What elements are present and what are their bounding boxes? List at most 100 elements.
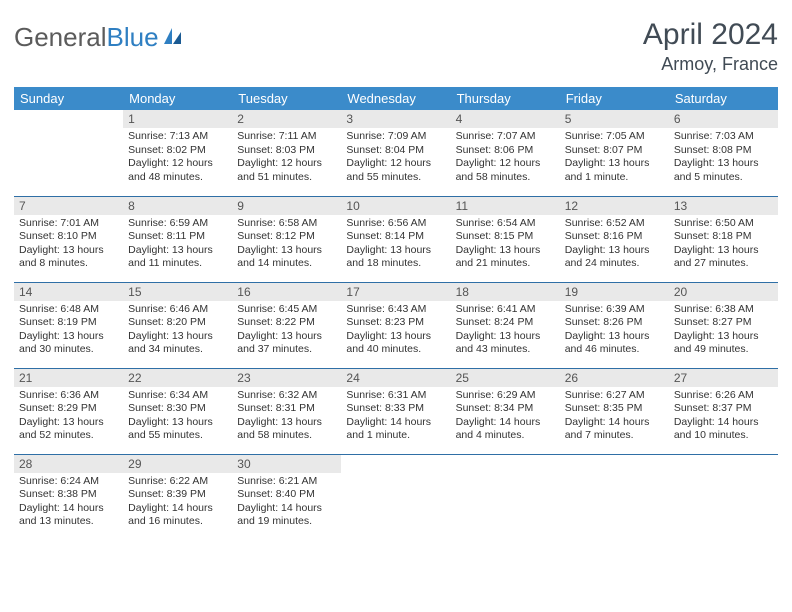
day-info: Sunrise: 7:01 AMSunset: 8:10 PMDaylight:… bbox=[14, 215, 123, 272]
day-info-line: Sunset: 8:08 PM bbox=[674, 144, 773, 158]
day-info-line: Sunrise: 7:09 AM bbox=[346, 130, 445, 144]
day-info: Sunrise: 6:22 AMSunset: 8:39 PMDaylight:… bbox=[123, 473, 232, 530]
day-info: Sunrise: 6:43 AMSunset: 8:23 PMDaylight:… bbox=[341, 301, 450, 358]
calendar-day-cell: 9Sunrise: 6:58 AMSunset: 8:12 PMDaylight… bbox=[232, 196, 341, 282]
weekday-header: Tuesday bbox=[232, 87, 341, 110]
day-info-line: Daylight: 13 hours bbox=[19, 330, 118, 344]
day-info-line: Sunrise: 6:22 AM bbox=[128, 475, 227, 489]
day-number: 19 bbox=[560, 283, 669, 301]
day-number: 10 bbox=[341, 197, 450, 215]
day-info: Sunrise: 6:36 AMSunset: 8:29 PMDaylight:… bbox=[14, 387, 123, 444]
day-info-line: Sunset: 8:24 PM bbox=[456, 316, 555, 330]
day-info-line: and 46 minutes. bbox=[565, 343, 664, 357]
calendar-day-cell: 10Sunrise: 6:56 AMSunset: 8:14 PMDayligh… bbox=[341, 196, 450, 282]
calendar-day-cell: 22Sunrise: 6:34 AMSunset: 8:30 PMDayligh… bbox=[123, 368, 232, 454]
day-info-line: and 18 minutes. bbox=[346, 257, 445, 271]
calendar-day-cell: 26Sunrise: 6:27 AMSunset: 8:35 PMDayligh… bbox=[560, 368, 669, 454]
day-info-line: and 19 minutes. bbox=[237, 515, 336, 529]
day-info-line: and 7 minutes. bbox=[565, 429, 664, 443]
day-info-line: Daylight: 14 hours bbox=[346, 416, 445, 430]
weekday-header: Thursday bbox=[451, 87, 560, 110]
day-info-line: Daylight: 13 hours bbox=[128, 330, 227, 344]
day-info-line: and 13 minutes. bbox=[19, 515, 118, 529]
day-number: 18 bbox=[451, 283, 560, 301]
day-info-line: and 43 minutes. bbox=[456, 343, 555, 357]
calendar-table: SundayMondayTuesdayWednesdayThursdayFrid… bbox=[14, 87, 778, 540]
day-info-line: Daylight: 14 hours bbox=[565, 416, 664, 430]
day-info-line: Daylight: 13 hours bbox=[456, 244, 555, 258]
day-info: Sunrise: 6:41 AMSunset: 8:24 PMDaylight:… bbox=[451, 301, 560, 358]
day-info-line: Sunset: 8:14 PM bbox=[346, 230, 445, 244]
day-info: Sunrise: 6:46 AMSunset: 8:20 PMDaylight:… bbox=[123, 301, 232, 358]
day-info-line: and 58 minutes. bbox=[456, 171, 555, 185]
day-info-line: Sunrise: 6:32 AM bbox=[237, 389, 336, 403]
day-info-line: Sunset: 8:07 PM bbox=[565, 144, 664, 158]
calendar-day-cell: 1Sunrise: 7:13 AMSunset: 8:02 PMDaylight… bbox=[123, 110, 232, 196]
day-info: Sunrise: 7:09 AMSunset: 8:04 PMDaylight:… bbox=[341, 128, 450, 185]
day-info-line: Daylight: 13 hours bbox=[19, 416, 118, 430]
calendar-day-cell: 4Sunrise: 7:07 AMSunset: 8:06 PMDaylight… bbox=[451, 110, 560, 196]
day-info-line: Sunrise: 6:46 AM bbox=[128, 303, 227, 317]
day-number: 15 bbox=[123, 283, 232, 301]
day-info-line: Daylight: 14 hours bbox=[456, 416, 555, 430]
day-info-line: and 34 minutes. bbox=[128, 343, 227, 357]
day-info-line: Daylight: 13 hours bbox=[565, 330, 664, 344]
day-info-line: Sunrise: 6:24 AM bbox=[19, 475, 118, 489]
day-info-line: Daylight: 13 hours bbox=[128, 244, 227, 258]
day-info-line: Daylight: 13 hours bbox=[565, 244, 664, 258]
day-info-line: Daylight: 13 hours bbox=[674, 330, 773, 344]
day-info: Sunrise: 6:34 AMSunset: 8:30 PMDaylight:… bbox=[123, 387, 232, 444]
calendar-week-row: 7Sunrise: 7:01 AMSunset: 8:10 PMDaylight… bbox=[14, 196, 778, 282]
calendar-day-cell: 25Sunrise: 6:29 AMSunset: 8:34 PMDayligh… bbox=[451, 368, 560, 454]
calendar-empty-cell bbox=[560, 454, 669, 540]
day-info-line: Sunrise: 6:31 AM bbox=[346, 389, 445, 403]
day-info-line: Sunrise: 7:11 AM bbox=[237, 130, 336, 144]
calendar-day-cell: 8Sunrise: 6:59 AMSunset: 8:11 PMDaylight… bbox=[123, 196, 232, 282]
day-info-line: Daylight: 13 hours bbox=[237, 244, 336, 258]
day-info-line: Sunset: 8:22 PM bbox=[237, 316, 336, 330]
title-block: April 2024 Armoy, France bbox=[643, 18, 778, 75]
day-info-line: Sunrise: 7:13 AM bbox=[128, 130, 227, 144]
day-number: 2 bbox=[232, 110, 341, 128]
day-info-line: Daylight: 13 hours bbox=[674, 157, 773, 171]
day-info-line: Sunrise: 6:34 AM bbox=[128, 389, 227, 403]
day-info-line: Sunrise: 6:21 AM bbox=[237, 475, 336, 489]
day-info-line: Daylight: 14 hours bbox=[237, 502, 336, 516]
day-info-line: Sunrise: 6:52 AM bbox=[565, 217, 664, 231]
day-number: 14 bbox=[14, 283, 123, 301]
day-number: 12 bbox=[560, 197, 669, 215]
day-info-line: and 58 minutes. bbox=[237, 429, 336, 443]
day-info-line: Sunset: 8:20 PM bbox=[128, 316, 227, 330]
day-info-line: Daylight: 13 hours bbox=[346, 244, 445, 258]
day-info-line: Daylight: 13 hours bbox=[128, 416, 227, 430]
calendar-day-cell: 13Sunrise: 6:50 AMSunset: 8:18 PMDayligh… bbox=[669, 196, 778, 282]
day-info-line: Sunrise: 6:45 AM bbox=[237, 303, 336, 317]
day-info-line: and 14 minutes. bbox=[237, 257, 336, 271]
calendar-day-cell: 23Sunrise: 6:32 AMSunset: 8:31 PMDayligh… bbox=[232, 368, 341, 454]
logo-text-1: General bbox=[14, 22, 107, 53]
day-info: Sunrise: 6:27 AMSunset: 8:35 PMDaylight:… bbox=[560, 387, 669, 444]
day-info: Sunrise: 6:21 AMSunset: 8:40 PMDaylight:… bbox=[232, 473, 341, 530]
day-info-line: Daylight: 14 hours bbox=[128, 502, 227, 516]
day-info-line: Sunset: 8:16 PM bbox=[565, 230, 664, 244]
day-info-line: Sunset: 8:23 PM bbox=[346, 316, 445, 330]
calendar-day-cell: 16Sunrise: 6:45 AMSunset: 8:22 PMDayligh… bbox=[232, 282, 341, 368]
page-header: GeneralBlue April 2024 Armoy, France bbox=[14, 18, 778, 75]
day-info: Sunrise: 6:31 AMSunset: 8:33 PMDaylight:… bbox=[341, 387, 450, 444]
day-info: Sunrise: 6:45 AMSunset: 8:22 PMDaylight:… bbox=[232, 301, 341, 358]
day-info: Sunrise: 6:54 AMSunset: 8:15 PMDaylight:… bbox=[451, 215, 560, 272]
day-info-line: and 1 minute. bbox=[565, 171, 664, 185]
day-info: Sunrise: 6:32 AMSunset: 8:31 PMDaylight:… bbox=[232, 387, 341, 444]
calendar-day-cell: 17Sunrise: 6:43 AMSunset: 8:23 PMDayligh… bbox=[341, 282, 450, 368]
day-info-line: Sunset: 8:39 PM bbox=[128, 488, 227, 502]
day-info-line: and 10 minutes. bbox=[674, 429, 773, 443]
day-info-line: Daylight: 13 hours bbox=[237, 416, 336, 430]
weekday-header: Monday bbox=[123, 87, 232, 110]
day-info-line: Sunset: 8:29 PM bbox=[19, 402, 118, 416]
day-info-line: and 16 minutes. bbox=[128, 515, 227, 529]
day-info-line: and 21 minutes. bbox=[456, 257, 555, 271]
weekday-header-row: SundayMondayTuesdayWednesdayThursdayFrid… bbox=[14, 87, 778, 110]
day-info-line: Sunset: 8:04 PM bbox=[346, 144, 445, 158]
day-info-line: Sunrise: 6:39 AM bbox=[565, 303, 664, 317]
calendar-week-row: 14Sunrise: 6:48 AMSunset: 8:19 PMDayligh… bbox=[14, 282, 778, 368]
